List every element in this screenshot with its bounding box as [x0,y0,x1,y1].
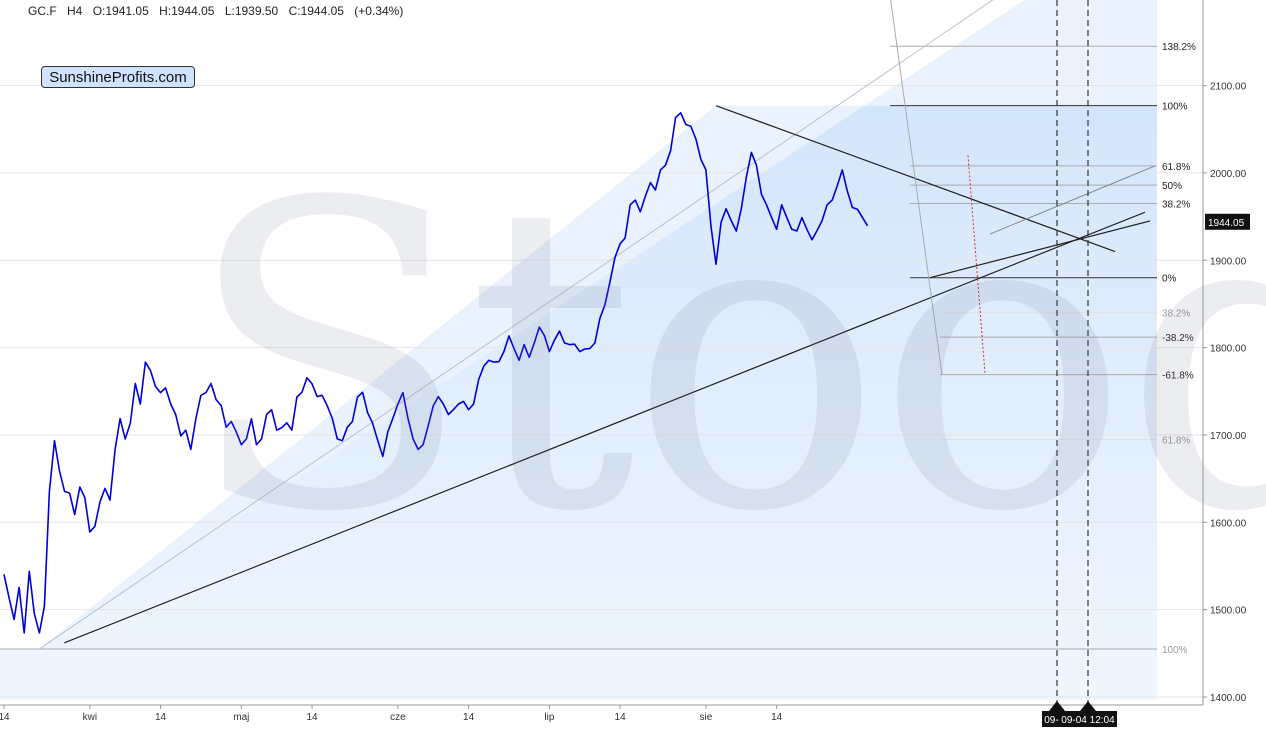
fib-label-2: 61.8% [1162,162,1190,173]
price-line [3,112,869,634]
last-price-label: 1944.05 [1208,218,1245,229]
x-tick-label-1: kwi [83,712,97,723]
change-value: (+0.34%) [354,4,404,18]
date-marker-arrow-0 [1049,701,1065,711]
x-tick-label-4: 14 [306,712,318,723]
low-value: L:1939.50 [224,4,279,18]
date-marker-label-0: 09-01 [1044,715,1070,726]
y-tick-label-5: 1600.00 [1210,518,1247,529]
symbol-label: GC.F [28,4,57,18]
long-support-line [64,211,1146,644]
date-marker-box-1 [1059,711,1117,727]
fibonacci-levels: 138.2% 100% 61.8% 50% 38.2% 0% -38.2% -61.8% 38.… [0,42,1196,656]
open-value: O:1941.05 [92,4,149,18]
fib-label-4: 38.2% [1162,199,1190,210]
y-tick-label-7: 1400.00 [1210,693,1247,704]
high-value: H:1944.05 [159,4,215,18]
chart-header: GC.F H4 O:1941.05 H:1944.05 L:1939.50 C:… [28,4,410,18]
last-price-box [1205,213,1250,230]
fib-grey-label-0: 38.2% [1162,309,1190,320]
date-marker-label-1: 09-04 12:04 [1061,715,1115,726]
price-series [3,112,869,634]
trend-lines [39,0,1156,705]
y-tick-label-4: 1700.00 [1210,431,1247,442]
x-tick-label-3: maj [233,712,249,723]
chart-axes: 2100.00 2000.00 1900.00 1800.00 1700.00 1600.… [0,0,1250,727]
x-tick-label-7: lip [544,712,554,723]
x-tick-label-5: cze [390,712,406,723]
close-value: C:1944.05 [288,4,344,18]
y-tick-label-1: 2000.00 [1210,169,1247,180]
fib-grey-label-1: 61.8% [1162,435,1190,446]
chart-gridlines [0,85,1203,698]
projection-dotted-line [967,155,986,374]
fib-label-6: -38.2% [1162,333,1194,344]
upper-channel-line [39,0,994,650]
x-tick-label-8: 14 [615,712,627,723]
x-tick-label-9: sie [700,712,713,723]
rising-support-line [929,220,1151,279]
date-marker-arrow-1 [1080,701,1096,711]
fib-label-7: -61.8% [1162,371,1194,382]
x-tick-label-10: 14 [771,712,783,723]
fib-label-5: 0% [1162,274,1177,285]
fib-label-1: 100% [1162,102,1188,113]
x-tick-label-2: 14 [155,712,167,723]
x-tick-label-6: 14 [463,712,475,723]
y-tick-label-0: 2100.00 [1210,82,1247,93]
channel-shading [0,105,1157,700]
sunshine-profits-logo[interactable]: SunshineProfits.com [41,66,195,88]
interval-label: H4 [67,4,83,18]
chart-background-layer [0,0,1157,700]
y-tick-label-2: 1900.00 [1210,256,1247,267]
fib-anchor-line [890,0,943,375]
rising-channel-line [989,165,1156,235]
y-tick-label-6: 1500.00 [1210,606,1247,617]
fib-label-3: 50% [1162,181,1182,192]
upper-shading [39,0,1157,649]
y-tick-label-3: 1800.00 [1210,344,1247,355]
fib-grey-label-2: 100% [1162,645,1188,656]
x-tick-label-0: 14 [0,712,10,723]
fib-label-0: 138.2% [1162,42,1196,53]
